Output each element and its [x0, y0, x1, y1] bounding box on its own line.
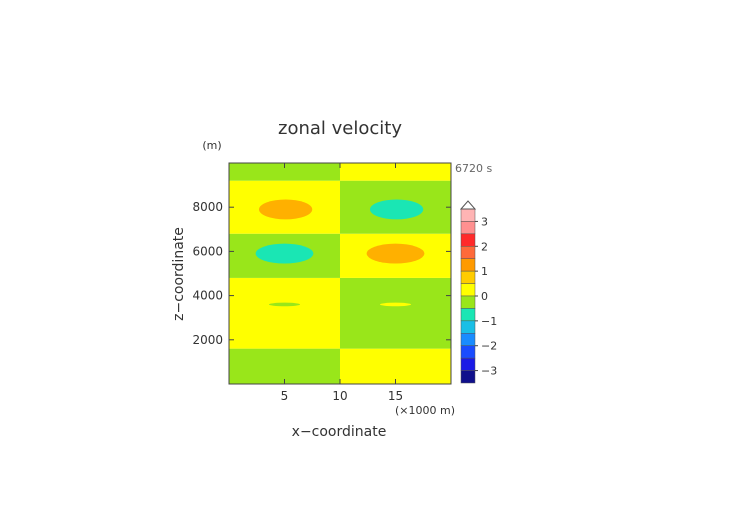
colorbar-level [460, 221, 476, 235]
colorbar-level [460, 233, 476, 247]
colorbar-tick-label: 2 [481, 240, 488, 253]
colorbar-tick-label: −2 [481, 340, 497, 353]
x-tick-label: 5 [281, 389, 289, 403]
plot-area [229, 163, 451, 384]
time-label: 6720 s [455, 162, 492, 175]
upper-right-negative-core [369, 199, 424, 220]
x-axis-label: x−coordinate [292, 424, 387, 440]
y-unit-label: (m) [202, 139, 221, 152]
band-left-0 [229, 348, 340, 384]
y-tick-label: 2000 [192, 333, 223, 347]
colorbar-tick-label: 0 [481, 290, 488, 303]
band-right-0 [340, 348, 451, 384]
colorbar-level [460, 320, 476, 334]
upper-left-positive-core [258, 199, 313, 220]
x-tick-label: 15 [388, 389, 403, 403]
band-right-4 [340, 163, 451, 181]
y-tick-label: 8000 [192, 200, 223, 214]
band-right-1 [340, 277, 451, 349]
colorbar: 3 2 1 0 −1 −2 −3 [459, 200, 497, 384]
colorbar-level [460, 370, 476, 384]
colorbar-level [460, 333, 476, 346]
lower-right-positive-sliver [379, 302, 412, 307]
colorbar-tick-label: −1 [481, 315, 497, 328]
band-left-4 [229, 163, 340, 181]
middle-right-positive-core [366, 243, 425, 264]
y-tick-label: 4000 [192, 289, 223, 303]
colorbar-tick-label: 3 [481, 215, 488, 228]
x-tick-label: 10 [332, 389, 347, 403]
colorbar-level [460, 357, 476, 371]
colorbar-level [460, 308, 476, 322]
colorbar-level [460, 258, 476, 272]
band-left-1 [229, 277, 340, 349]
lower-left-negative-sliver [268, 302, 301, 307]
colorbar-level [460, 208, 476, 222]
y-axis-label: z−coordinate [171, 227, 187, 321]
y-tick-label: 6000 [192, 244, 223, 258]
x-axis: 5 10 15 [281, 163, 403, 403]
colorbar-tick-label: −3 [481, 365, 497, 378]
colorbar-level [460, 283, 476, 297]
x-unit-label: (×1000 m) [395, 404, 455, 417]
colorbar-level [460, 246, 476, 259]
colorbar-extend-arrow [459, 200, 477, 210]
y-axis: 2000 4000 6000 8000 [192, 200, 451, 347]
middle-left-negative-core [255, 243, 314, 264]
colorbar-level [460, 295, 476, 309]
colorbar-level [460, 345, 476, 359]
colorbar-tick-label: 1 [481, 265, 488, 278]
colorbar-level [460, 270, 476, 284]
chart-title: zonal velocity [278, 118, 402, 139]
